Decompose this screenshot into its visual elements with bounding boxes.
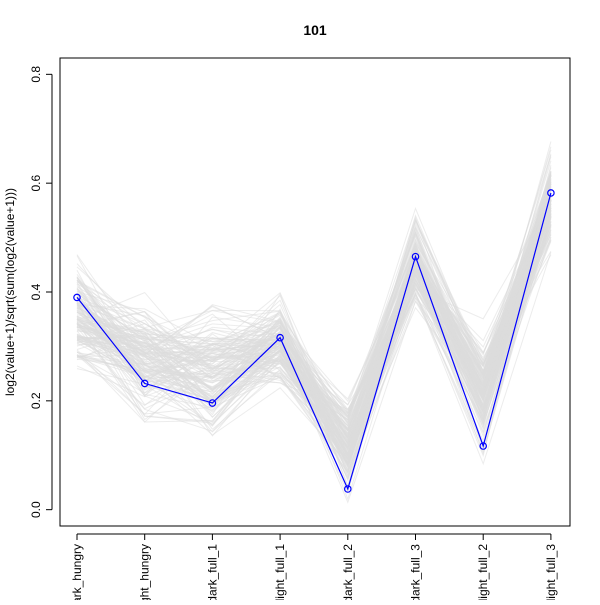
y-axis-title: log2(value+1)/sqrt(sum(log2(value+1))) [3, 188, 17, 396]
background-series-line [76, 171, 552, 434]
background-series-group [76, 141, 552, 504]
highlight-series-point [479, 442, 488, 450]
highlight-series-point [343, 485, 352, 493]
background-series-line [76, 171, 552, 441]
background-series-line [76, 205, 552, 468]
x-tick-label: light_hungry [138, 544, 152, 600]
y-tick-label: 0.2 [29, 392, 43, 409]
highlight-series-point [547, 189, 555, 197]
background-series-line [76, 223, 552, 442]
x-tick-label: light_full_2 [476, 544, 490, 600]
highlight-series-line [76, 192, 552, 491]
plot-frame [59, 57, 571, 527]
background-series-line [76, 234, 552, 452]
y-axis: 0.0 0.2 0.4 0.6 0.8 [29, 66, 53, 518]
background-series-line [76, 210, 552, 472]
x-tick-label: dark_full_3 [409, 544, 423, 600]
highlight-series-point [276, 333, 284, 342]
chart-title: 101 [303, 22, 327, 38]
y-tick-label: 0.4 [29, 283, 43, 300]
background-series-line [76, 216, 552, 461]
background-series-line [76, 174, 552, 451]
y-tick-label: 0.0 [29, 501, 43, 518]
x-tick-label: light_full_3 [544, 544, 558, 600]
background-series-line [76, 199, 552, 466]
highlight-series-point [208, 399, 217, 407]
x-tick-label: dark_full_1 [205, 544, 219, 600]
highlight-series-point [140, 379, 149, 388]
y-tick-label: 0.6 [29, 174, 43, 191]
x-tick-label: light_full_1 [273, 544, 287, 600]
background-series-line [76, 207, 552, 422]
background-series-line [76, 198, 552, 438]
x-tick-label: dark_hungry [70, 544, 84, 600]
y-tick-label: 0.8 [29, 66, 43, 83]
highlight-series-group [73, 189, 555, 493]
highlight-series-point [411, 252, 420, 261]
x-axis: dark_hungry light_hungry dark_full_1 light_… [70, 533, 558, 605]
highlight-series-point [73, 293, 81, 302]
background-series-line [76, 202, 552, 445]
x-tick-label: dark_full_2 [341, 544, 355, 600]
